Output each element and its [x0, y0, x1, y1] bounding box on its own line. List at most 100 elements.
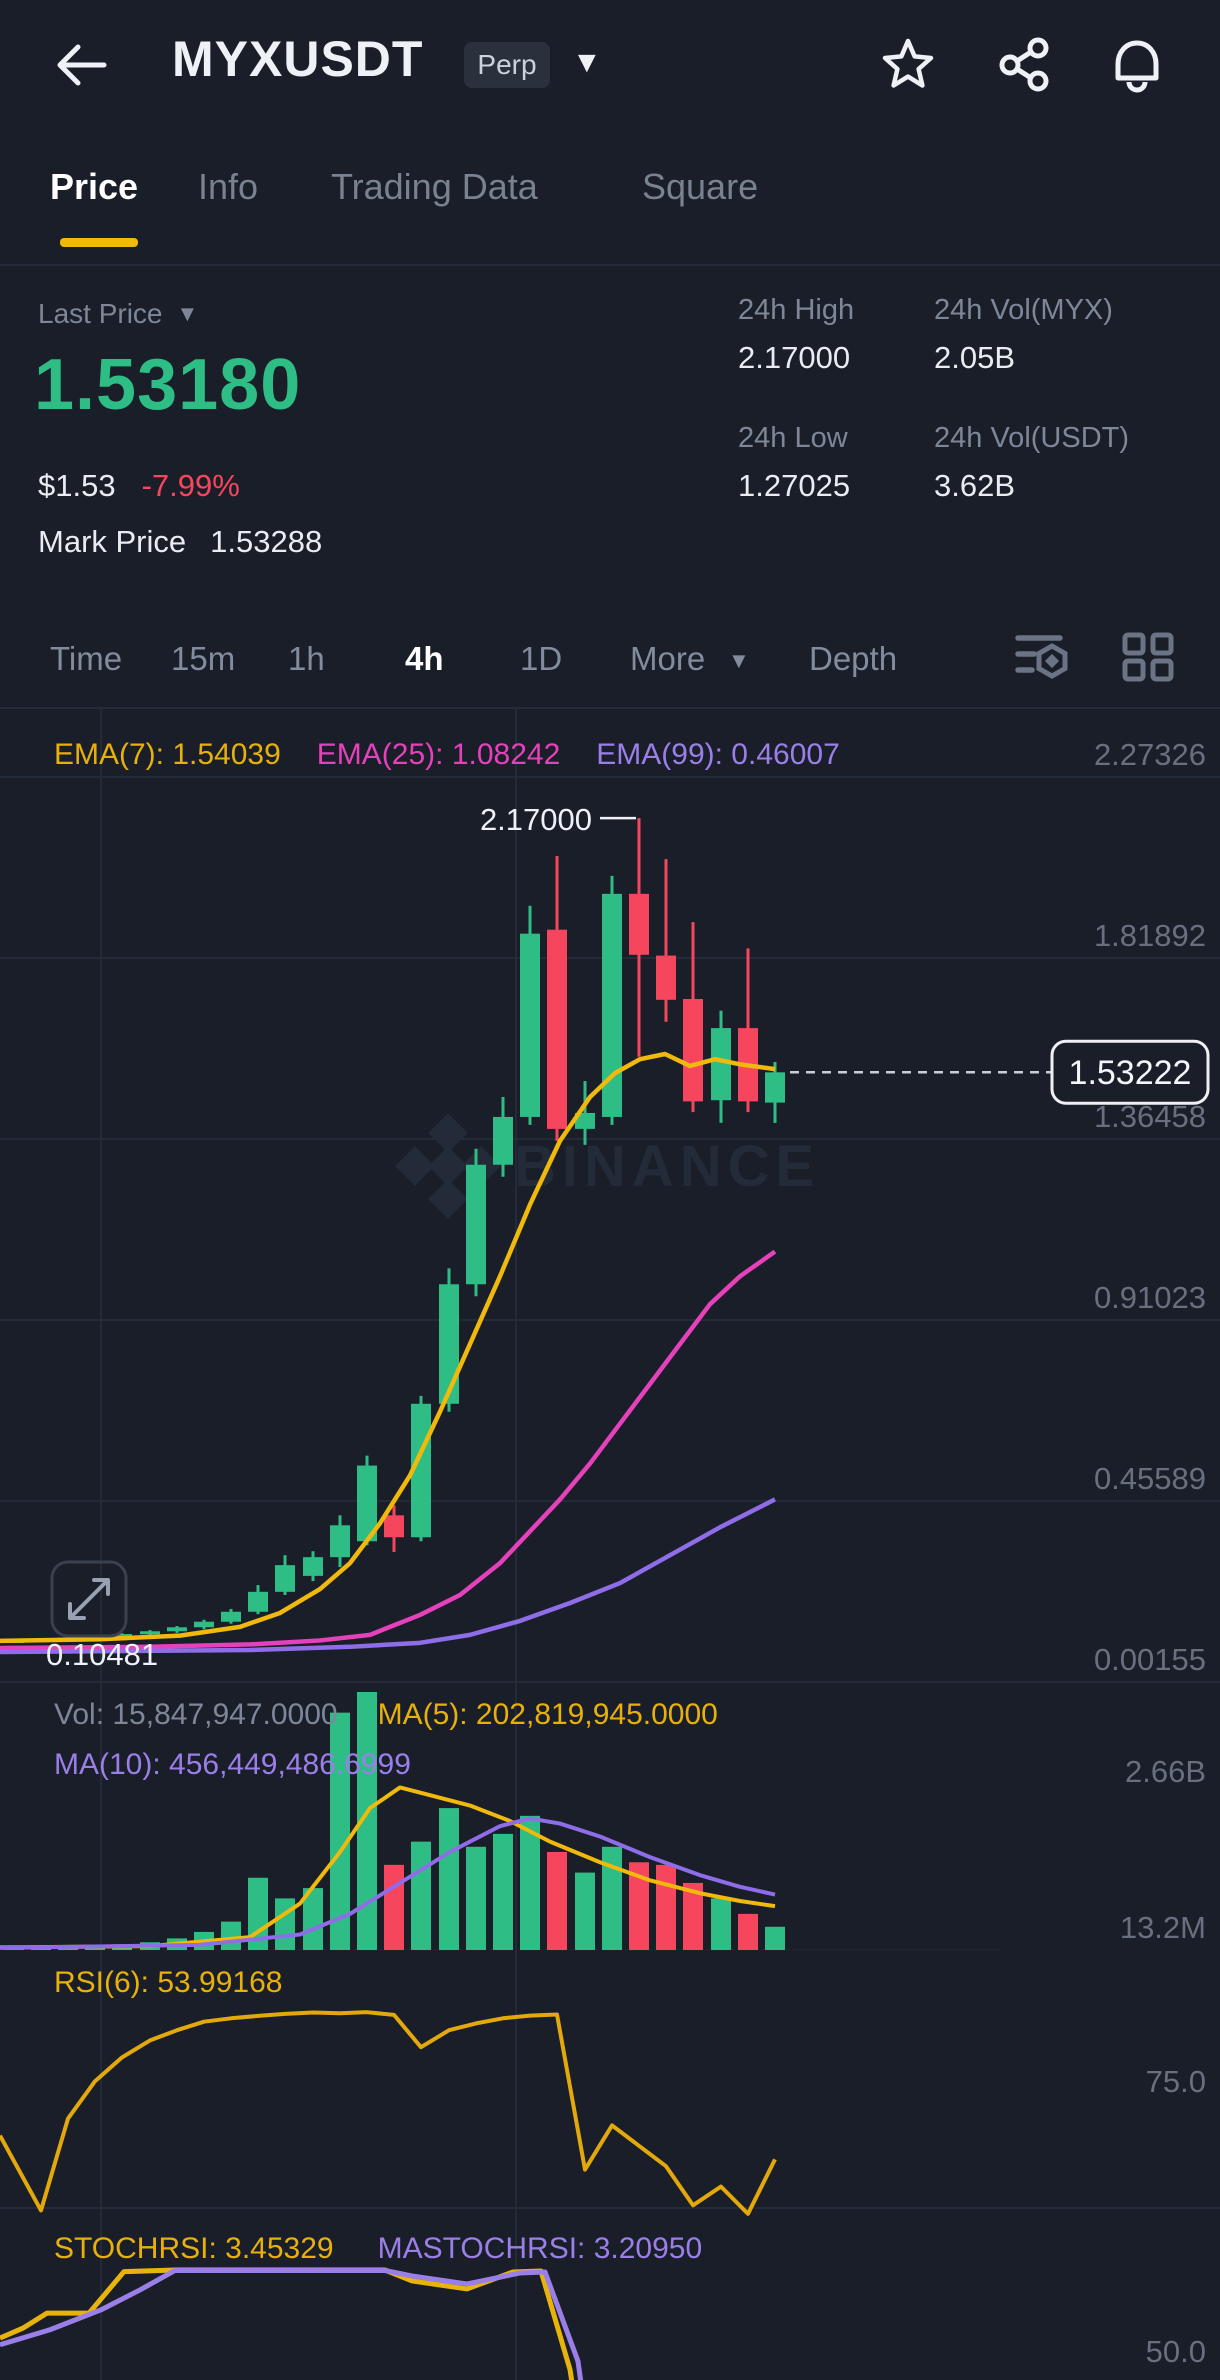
candle-body — [683, 999, 703, 1102]
last-price-selector[interactable]: Last Price ▼ — [38, 298, 198, 330]
stochrsi-d-line — [0, 2267, 584, 2380]
volume-bar — [575, 1872, 595, 1950]
volume-bar — [520, 1815, 540, 1950]
volume-bar — [466, 1846, 486, 1950]
depth-button[interactable]: Depth — [809, 640, 898, 677]
volume-bar — [738, 1913, 758, 1950]
stochrsi-legend: STOCHRSI: 3.45329 MASTOCHRSI: 3.20950 — [54, 2232, 702, 2266]
symbol-title: MYXUSDT — [172, 31, 424, 87]
last-price-tag-value: 1.53222 — [1069, 1054, 1192, 1092]
volume-bar — [275, 1898, 295, 1950]
favorite-star-icon[interactable] — [880, 36, 936, 92]
candle-body — [140, 1631, 160, 1635]
tab-info[interactable]: Info — [198, 166, 259, 207]
rsi-line — [0, 2010, 777, 2216]
ema25-legend: EMA(25): 1.08242 — [316, 738, 561, 771]
volume-bar — [629, 1862, 649, 1950]
volume-bar — [248, 1877, 268, 1950]
candle-body — [656, 955, 676, 1000]
layout-grid-icon[interactable] — [1122, 632, 1174, 682]
tabs-divider — [0, 264, 1220, 266]
tab-price[interactable]: Price — [50, 166, 139, 207]
interval-4h[interactable]: 4h — [405, 640, 444, 677]
last-price-tag-box — [1050, 1039, 1210, 1105]
candle-body — [221, 1611, 241, 1622]
volume-legend-row1: Vol: 15,847,947.0000 MA(5): 202,819,945.… — [54, 1698, 718, 1732]
high-price-annotation: 2.17000 — [480, 802, 592, 837]
price-axis-label-0: 2.27326 — [1094, 737, 1206, 772]
candle-body — [765, 1072, 785, 1103]
contract-type-badge: Perp — [464, 42, 550, 88]
candle-body — [194, 1621, 214, 1628]
volume-bar — [547, 1851, 567, 1950]
volume-ma10-line — [0, 1816, 776, 1950]
ema7-line — [0, 1051, 776, 1644]
candle-body — [112, 1634, 132, 1638]
interval-1h[interactable]: 1h — [288, 640, 325, 677]
stochrsi-axis-label: 50.0 — [1146, 2334, 1206, 2369]
volume-bar — [765, 1926, 785, 1950]
interval-1d[interactable]: 1D — [520, 640, 563, 677]
low-price-annotation: 0.10481 — [46, 1637, 158, 1672]
price-axis-label-5: 0.00155 — [1094, 1642, 1206, 1677]
last-price-value: 1.53180 — [34, 345, 302, 425]
stochrsi-k-legend: STOCHRSI: 3.45329 — [54, 2232, 334, 2265]
share-icon[interactable] — [996, 36, 1052, 92]
stochrsi-d-legend: MASTOCHRSI: 3.20950 — [377, 2232, 703, 2265]
tab-square[interactable]: Square — [642, 166, 759, 207]
volume-bar — [711, 1898, 731, 1950]
stat-24h-high-label: 24h High — [738, 294, 855, 326]
candle-body — [575, 1112, 595, 1129]
volume-bar — [411, 1841, 431, 1950]
stat-24h-volmyx-label: 24h Vol(MYX) — [934, 294, 1113, 326]
more-caret-icon[interactable]: ▼ — [728, 648, 750, 673]
interval-15m[interactable]: 15m — [171, 640, 236, 677]
candle-body — [711, 1028, 731, 1101]
back-icon[interactable] — [52, 38, 110, 92]
candle-body — [466, 1164, 486, 1285]
expand-chart-button[interactable] — [50, 1560, 128, 1638]
stat-24h-high-value: 2.17000 — [738, 340, 851, 375]
candle-body — [439, 1284, 459, 1404]
rsi-legend: RSI(6): 53.99168 — [54, 1966, 283, 1999]
last-price-caret-icon: ▼ — [176, 301, 199, 326]
volume-bar — [683, 1882, 703, 1950]
stat-24h-volmyx-value: 2.05B — [934, 340, 1016, 375]
candle-body — [520, 933, 540, 1117]
candle-body — [357, 1465, 377, 1542]
mark-price-label: Mark Price — [38, 524, 187, 559]
change-percent: -7.99% — [141, 468, 240, 503]
binance-logo-watermark — [428, 1146, 468, 1186]
ema7-legend: EMA(7): 1.54039 — [54, 738, 281, 771]
more-menu[interactable]: More — [630, 640, 706, 677]
symbol-dropdown-caret[interactable]: ▼ — [572, 46, 602, 79]
volume-bar — [303, 1888, 323, 1950]
stat-24h-volusdt-value: 3.62B — [934, 468, 1016, 503]
expand-arrows-icon[interactable] — [68, 1578, 110, 1620]
notifications-bell-icon[interactable] — [1108, 34, 1166, 94]
usd-price: $1.53 — [38, 468, 116, 503]
price-axis-label-3: 0.91023 — [1094, 1280, 1206, 1315]
volume-axis-lower-label: 13.2M — [1120, 1910, 1206, 1945]
vol-ma10-legend: MA(10): 456,449,486.6999 — [54, 1748, 411, 1781]
volume-bar — [221, 1921, 241, 1950]
active-tab-underline — [60, 238, 138, 247]
ema-legend: EMA(7): 1.54039 EMA(25): 1.08242 EMA(99)… — [54, 738, 840, 772]
candle-body — [275, 1565, 295, 1592]
candle-body — [248, 1591, 268, 1612]
candle-body — [303, 1557, 323, 1576]
stat-24h-low-label: 24h Low — [738, 422, 848, 454]
volume-bar — [357, 1692, 377, 1950]
indicators-icon[interactable] — [1014, 630, 1072, 684]
ema99-line — [0, 1497, 777, 1655]
ema99-legend: EMA(99): 0.46007 — [596, 738, 840, 771]
interval-time[interactable]: Time — [50, 640, 123, 677]
candle-body — [493, 1116, 513, 1165]
volume-bar — [656, 1864, 676, 1950]
stochrsi-k-line — [0, 2267, 575, 2380]
stat-24h-volusdt-label: 24h Vol(USDT) — [934, 422, 1130, 454]
tab-trading-data[interactable]: Trading Data — [331, 166, 538, 207]
price-axis-label-4: 0.45589 — [1094, 1461, 1206, 1496]
